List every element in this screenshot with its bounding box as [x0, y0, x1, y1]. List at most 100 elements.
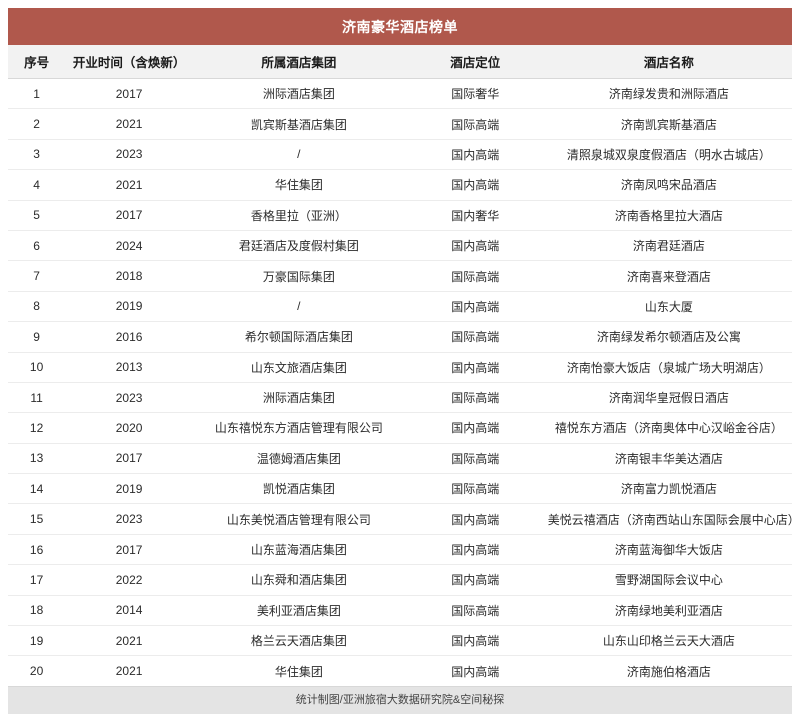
- cell-year: 2023: [65, 382, 193, 414]
- cell-group: 美利亚酒店集团: [193, 595, 405, 627]
- cell-position: 国内高端: [404, 169, 546, 201]
- cell-index: 14: [8, 473, 66, 505]
- cell-name: 禧悦东方酒店（济南奥体中心汉峪金谷店）: [545, 412, 792, 444]
- column-header-index: 序号: [8, 45, 66, 79]
- cell-year: 2023: [65, 503, 193, 535]
- cell-index: 13: [8, 443, 66, 475]
- column-header-position: 酒店定位: [404, 45, 546, 79]
- cell-index: 18: [8, 595, 66, 627]
- cell-year: 2021: [65, 625, 193, 657]
- cell-group: 山东美悦酒店管理有限公司: [193, 503, 405, 535]
- cell-position: 国内高端: [404, 655, 546, 687]
- cell-year: 2021: [65, 655, 193, 687]
- cell-year: 2023: [65, 139, 193, 171]
- cell-name: 济南怡豪大饭店（泉城广场大明湖店）: [545, 352, 792, 383]
- cell-index: 5: [8, 200, 66, 231]
- cell-name: 济南绿地美利亚酒店: [545, 595, 792, 627]
- cell-year: 2019: [65, 291, 193, 323]
- cell-name: 济南富力凯悦酒店: [545, 473, 792, 505]
- table-row: 4 2021 华住集团 国内高端 济南凤鸣宋品酒店: [8, 169, 792, 201]
- cell-group: /: [193, 139, 405, 171]
- cell-position: 国内高端: [404, 534, 546, 566]
- cell-year: 2017: [65, 534, 193, 566]
- cell-name: 济南绿发希尔顿酒店及公寓: [545, 321, 792, 353]
- cell-group: 凯悦酒店集团: [193, 473, 405, 505]
- cell-position: 国际高端: [404, 108, 546, 140]
- cell-index: 19: [8, 625, 66, 657]
- cell-group: 山东舜和酒店集团: [193, 564, 405, 596]
- cell-name: 济南润华皇冠假日酒店: [545, 382, 792, 414]
- title-banner: 济南豪华酒店榜单: [8, 8, 792, 45]
- cell-position: 国内奢华: [404, 200, 546, 231]
- cell-year: 2020: [65, 412, 193, 444]
- cell-index: 11: [8, 382, 66, 414]
- cell-group: 华住集团: [193, 655, 405, 687]
- cell-group: 温德姆酒店集团: [193, 443, 405, 475]
- cell-index: 20: [8, 655, 66, 687]
- cell-group: 万豪国际集团: [193, 260, 405, 292]
- page-title: 济南豪华酒店榜单: [342, 18, 458, 35]
- cell-position: 国际高端: [404, 382, 546, 414]
- cell-name: 济南施伯格酒店: [545, 655, 792, 687]
- cell-index: 10: [8, 352, 66, 383]
- cell-index: 3: [8, 139, 66, 171]
- cell-index: 17: [8, 564, 66, 596]
- footer-banner: 统计制图/亚洲旅宿大数据研究院&空间秘探: [8, 686, 792, 714]
- table-row: 10 2013 山东文旅酒店集团 国内高端 济南怡豪大饭店（泉城广场大明湖店）: [8, 352, 792, 383]
- table-row: 3 2023/国内高端 清照泉城双泉度假酒店（明水古城店）: [8, 139, 792, 171]
- cell-year: 2021: [65, 108, 193, 140]
- table-row: 6 2024 君廷酒店及度假村集团 国内高端 济南君廷酒店: [8, 230, 792, 262]
- table-row: 9 2016 希尔顿国际酒店集团 国际高端 济南绿发希尔顿酒店及公寓: [8, 321, 792, 353]
- cell-year: 2021: [65, 169, 193, 201]
- table-row: 18 2014 美利亚酒店集团 国际高端 济南绿地美利亚酒店: [8, 595, 792, 627]
- cell-name: 清照泉城双泉度假酒店（明水古城店）: [545, 139, 792, 171]
- table-row: 2 2021 凯宾斯基酒店集团 国际高端 济南凯宾斯基酒店: [8, 108, 792, 140]
- cell-group: 山东文旅酒店集团: [193, 352, 405, 383]
- cell-name: 济南绿发贵和洲际酒店: [545, 78, 792, 110]
- hotel-ranking-table: 序号 开业时间（含焕新） 所属酒店集团 酒店定位 酒店名称 1 2017 洲际酒店集…: [8, 45, 792, 687]
- cell-index: 8: [8, 291, 66, 323]
- cell-year: 2013: [65, 352, 193, 383]
- cell-name: 济南香格里拉大酒店: [545, 200, 792, 231]
- cell-index: 9: [8, 321, 66, 353]
- table-row: 17 2022 山东舜和酒店集团 国内高端 雪野湖国际会议中心: [8, 564, 792, 596]
- table-row: 8 2019/国内高端 山东大厦: [8, 291, 792, 323]
- cell-position: 国际奢华: [404, 78, 546, 110]
- cell-year: 2017: [65, 78, 193, 110]
- cell-year: 2017: [65, 200, 193, 231]
- cell-position: 国际高端: [404, 321, 546, 353]
- cell-name: 山东大厦: [545, 291, 792, 323]
- table-row: 11 2023 洲际酒店集团 国际高端 济南润华皇冠假日酒店: [8, 382, 792, 414]
- cell-position: 国内高端: [404, 503, 546, 535]
- cell-index: 12: [8, 412, 66, 444]
- cell-index: 16: [8, 534, 66, 566]
- cell-group: 华住集团: [193, 169, 405, 201]
- table-row: 1 2017 洲际酒店集团 国际奢华 济南绿发贵和洲际酒店: [8, 78, 792, 110]
- cell-position: 国际高端: [404, 260, 546, 292]
- cell-name: 济南蓝海御华大饭店: [545, 534, 792, 566]
- cell-name: 雪野湖国际会议中心: [545, 564, 792, 596]
- cell-position: 国内高端: [404, 230, 546, 262]
- cell-index: 2: [8, 108, 66, 140]
- table-row: 12 2020 山东禧悦东方酒店管理有限公司 国内高端 禧悦东方酒店（济南奥体中心汉峪金…: [8, 412, 792, 444]
- cell-position: 国际高端: [404, 473, 546, 505]
- table-row: 13 2017 温德姆酒店集团 国际高端 济南银丰华美达酒店: [8, 443, 792, 475]
- cell-year: 2019: [65, 473, 193, 505]
- column-header-year: 开业时间（含焕新）: [65, 45, 193, 79]
- cell-group: 洲际酒店集团: [193, 78, 405, 110]
- cell-group: 山东蓝海酒店集团: [193, 534, 405, 566]
- column-header-group: 所属酒店集团: [193, 45, 405, 79]
- table-row: 5 2017 香格里拉（亚洲） 国内奢华 济南香格里拉大酒店: [8, 200, 792, 231]
- cell-index: 1: [8, 78, 66, 110]
- cell-group: 格兰云天酒店集团: [193, 625, 405, 657]
- table-header: 序号 开业时间（含焕新） 所属酒店集团 酒店定位 酒店名称: [8, 45, 792, 79]
- table-header-row: 序号 开业时间（含焕新） 所属酒店集团 酒店定位 酒店名称: [8, 45, 792, 79]
- table-row: 15 2023 山东美悦酒店管理有限公司 国内高端 美悦云禧酒店（济南西站山东国际会展中…: [8, 503, 792, 535]
- footer-credit: 统计制图/亚洲旅宿大数据研究院&空间秘探: [295, 693, 505, 706]
- cell-position: 国际高端: [404, 443, 546, 475]
- cell-position: 国际高端: [404, 595, 546, 627]
- cell-year: 2016: [65, 321, 193, 353]
- cell-index: 4: [8, 169, 66, 201]
- cell-index: 6: [8, 230, 66, 262]
- cell-name: 美悦云禧酒店（济南西站山东国际会展中心店）: [545, 503, 792, 535]
